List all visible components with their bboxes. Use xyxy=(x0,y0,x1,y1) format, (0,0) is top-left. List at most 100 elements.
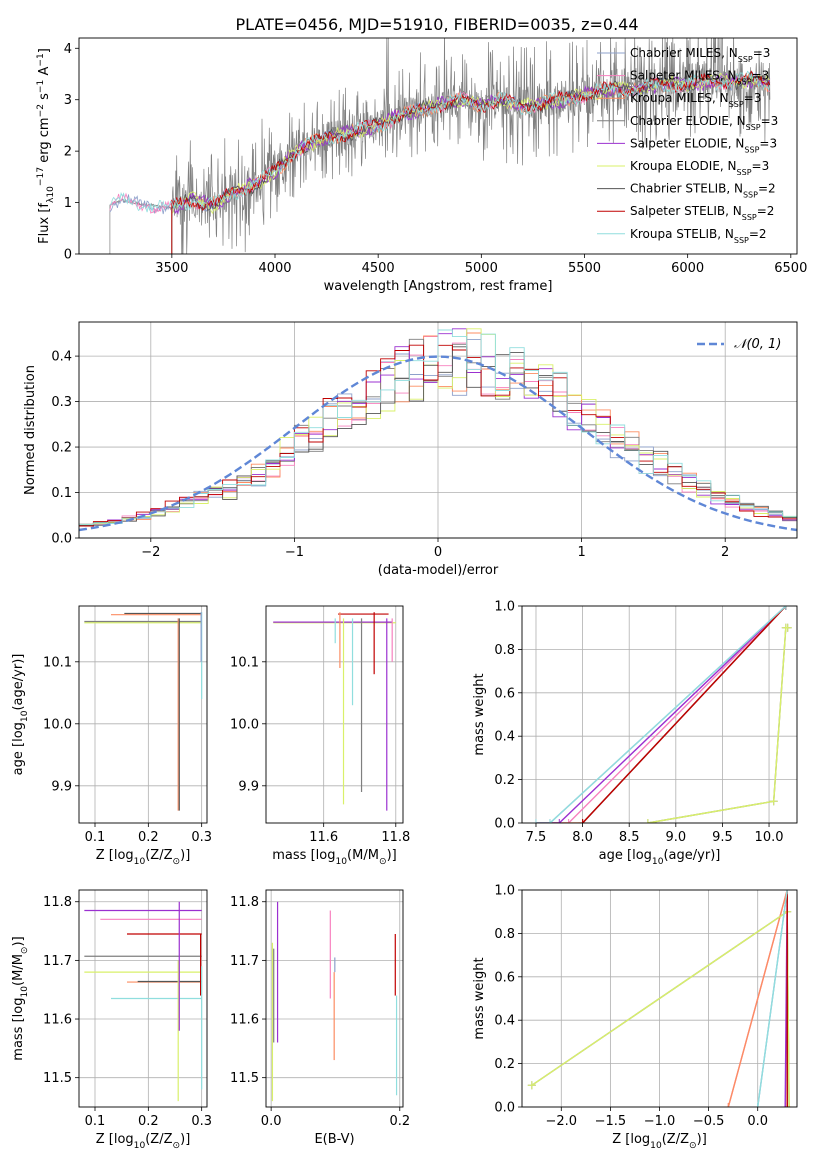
legend-entry: Salpeter MILES, NSSP=3 xyxy=(630,69,769,87)
y-tick-label: 11.8 xyxy=(230,895,259,910)
series-kroupa-miles xyxy=(727,890,788,1107)
x-tick-label: 9.5 xyxy=(712,830,733,845)
y-tick-label: 11.8 xyxy=(43,895,72,910)
axes-frame xyxy=(521,889,798,1108)
series-kroupa-elodie xyxy=(647,627,788,823)
x-tick-label: 0.0 xyxy=(747,1114,768,1129)
chart-mass_vs_Z: 0.1 0.2 0.311.511.611.711.8Z [log10(Z/Z⊙)]… xyxy=(11,889,212,1151)
x-tick-label: 5500 xyxy=(568,261,601,276)
y-tick-label: 0.4 xyxy=(494,1014,515,1029)
legend-entry: Chabrier MILES, NSSP=3 xyxy=(630,46,770,64)
y-tick-label: 0.0 xyxy=(494,1101,515,1116)
y-axis-label-part: 10 xyxy=(46,186,56,198)
legend-suffix: =3 xyxy=(752,159,770,173)
data-point xyxy=(724,1103,733,1107)
y-axis-label-part: erg cm xyxy=(37,117,52,166)
plot-area-age_vs_mass xyxy=(273,612,396,811)
axes-frame xyxy=(78,889,208,1108)
y-axis-label-part: 10 xyxy=(20,986,30,998)
data-point xyxy=(785,1103,794,1107)
histogram-series xyxy=(79,329,797,538)
y-axis-label: mass [log10(M/M⊙)] xyxy=(11,936,30,1060)
axes-frame xyxy=(265,889,404,1108)
x-tick-label: 0.0 xyxy=(261,1114,282,1129)
x-tick-label: −2 xyxy=(141,545,160,560)
y-tick-label: 0.6 xyxy=(494,970,515,985)
y-tick-label: 0.0 xyxy=(494,817,515,832)
y-tick-label: 0.4 xyxy=(51,350,72,365)
data-point xyxy=(545,819,554,823)
y-tick-label: 4 xyxy=(64,42,72,57)
data-point xyxy=(781,1103,790,1107)
y-tick-label: 2 xyxy=(64,145,72,160)
x-tick-label: 6000 xyxy=(671,261,704,276)
y-axis-label-part: ] xyxy=(37,48,52,53)
chart-weight_vs_Z: −2.0 −1.5 −1.0 −0.5 0.0 0.0 0.2 0.4 0.6 0.8 1.0 Z [… xyxy=(472,884,798,1151)
legend-entry: Kroupa MILES, NSSP=3 xyxy=(630,91,761,109)
y-axis-label-part: age [log xyxy=(11,722,26,775)
y-axis-label-part: −1 xyxy=(36,80,46,93)
y-tick-label: 11.7 xyxy=(230,954,259,969)
x-axis-label-part: Z [log xyxy=(96,1132,134,1147)
y-axis-label-part: −17 xyxy=(36,167,46,186)
legend-sub: SSP xyxy=(738,55,753,64)
y-axis-label-part: A xyxy=(37,67,52,80)
x-axis-label: Z [log10(Z/Z⊙)] xyxy=(96,1132,191,1151)
chart-mass_vs_ebv: 0.0 0.2 11.5 11.6 11.7 11.8 E(B-V) xyxy=(230,889,410,1147)
data-point xyxy=(643,819,652,823)
y-axis-label-part: Flux [f xyxy=(37,203,52,244)
x-tick-label: 0.2 xyxy=(389,1114,410,1129)
x-tick-label: −1.5 xyxy=(595,1114,627,1129)
y-tick-label: 11.6 xyxy=(230,1013,259,1028)
data-point xyxy=(555,819,564,823)
x-tick-label: 5000 xyxy=(465,261,498,276)
y-tick-label: 0.2 xyxy=(494,773,515,788)
y-axis-label-part: −2 xyxy=(36,104,46,117)
y-tick-label: 10.1 xyxy=(43,655,72,670)
axes-frame xyxy=(78,605,208,824)
x-tick-label: 11.6 xyxy=(309,830,338,845)
x-axis-label-part: )] xyxy=(180,1132,190,1147)
y-tick-label: 11.7 xyxy=(43,954,72,969)
legend-suffix: =3 xyxy=(759,136,777,150)
x-axis-label-part: )] xyxy=(697,1132,707,1147)
axes-frame xyxy=(78,37,798,255)
x-tick-label: 0.3 xyxy=(191,1114,212,1129)
series-chabrier-elodie xyxy=(531,910,790,1107)
x-axis-label-part: ⊙ xyxy=(379,857,387,867)
legend-label: Chabrier ELODIE, N xyxy=(630,114,746,128)
legend-entry: 𝒩(0, 1) xyxy=(734,337,781,352)
x-axis-label: E(B-V) xyxy=(314,1132,354,1147)
y-axis-label-part: mass [log xyxy=(11,998,26,1061)
x-tick-label: 8.5 xyxy=(619,830,640,845)
x-tick-label: 0.2 xyxy=(138,830,159,845)
y-tick-label: 0.8 xyxy=(494,927,515,942)
legend-sub: SSP xyxy=(743,190,758,199)
x-axis-label-part: 10 xyxy=(134,1141,146,1151)
plot-area-weight_vs_Z xyxy=(527,890,794,1107)
x-axis-label-part: age [log xyxy=(599,848,652,863)
x-tick-label: 10.0 xyxy=(755,830,784,845)
series-chabrier-elodie xyxy=(647,627,788,823)
legend-label: Chabrier MILES, N xyxy=(630,46,738,60)
y-axis-label: age [log10(age/yr)] xyxy=(11,654,30,776)
legend-suffix: =3 xyxy=(752,69,770,83)
series-salpeter-miles xyxy=(536,606,787,823)
y-tick-label: 0.2 xyxy=(494,1057,515,1072)
y-axis-label: mass weight xyxy=(472,673,487,755)
x-axis-label-part: ⊙ xyxy=(689,1141,697,1151)
x-axis-label: Z [log10(Z/Z⊙)] xyxy=(612,1132,707,1151)
data-point xyxy=(531,819,540,823)
data-point xyxy=(783,623,792,632)
y-axis-label-part: ⊙ xyxy=(20,946,30,954)
x-axis-label-part: (age/yr)] xyxy=(663,848,720,863)
x-axis-label-part: (Z/Z xyxy=(662,1132,689,1147)
series-kroupa-miles xyxy=(536,606,787,823)
x-axis-label: Z [log10(Z/Z⊙)] xyxy=(96,848,191,867)
x-tick-label: 0.2 xyxy=(138,1114,159,1129)
plot-area-mass_vs_ebv xyxy=(271,901,398,1102)
legend-label: Kroupa MILES, N xyxy=(630,91,729,105)
chart-spectrum: 3500 4000 4500 5000 5500 6000 6500 0 1 2 3 4 wavelen… xyxy=(36,37,807,294)
